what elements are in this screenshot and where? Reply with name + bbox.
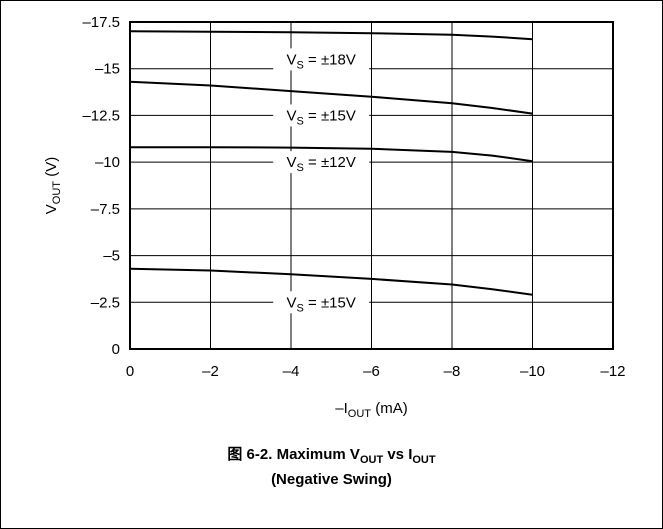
chart: 0 –2 –4 –6 –8 –10 –12 0 –2.5 –5 –7.5 –10 –12.5 –15 –1… — [43, 14, 626, 420]
series-label: VS = ±15V — [286, 107, 355, 127]
y-tick-label: –17.5 — [82, 14, 120, 31]
series-lines — [129, 30, 533, 296]
caption-line-1: 图 6-2. Maximum VOUT vs IOUT — [227, 446, 436, 466]
series-line — [129, 80, 533, 115]
y-tick-label: –15 — [95, 61, 120, 78]
series-label-background — [273, 104, 370, 127]
x-tick-label: –4 — [283, 363, 300, 380]
y-tick-label: –2.5 — [91, 294, 120, 311]
series-line — [129, 30, 533, 41]
y-tick-label: –5 — [103, 248, 120, 265]
y-tick-labels: 0 –2.5 –5 –7.5 –10 –12.5 –15 –17.5 — [82, 14, 120, 358]
x-tick-label: –8 — [444, 363, 461, 380]
y-axis-label: VOUT (V) — [43, 157, 63, 214]
plot-border — [129, 21, 614, 350]
x-tick-label: 0 — [126, 363, 134, 380]
series-label-background — [273, 291, 370, 314]
y-tick-label: –12.5 — [82, 107, 120, 124]
series-label: VS = ±15V — [286, 294, 355, 314]
y-tick-label: –10 — [95, 154, 120, 171]
y-tick-label: 0 — [112, 341, 120, 358]
series-line — [129, 267, 533, 296]
series-label: VS = ±18V — [286, 51, 355, 71]
caption-line-2: (Negative Swing) — [271, 471, 392, 488]
series-label-background — [273, 151, 370, 174]
x-tick-labels: 0 –2 –4 –6 –8 –10 –12 — [126, 363, 626, 380]
y-tick-label: –7.5 — [91, 201, 120, 218]
x-axis-label: –IOUT (mA) — [335, 400, 407, 420]
series-line — [130, 146, 533, 163]
grid-lines — [130, 22, 613, 349]
x-tick-label: –10 — [520, 363, 545, 380]
x-tick-label: –12 — [600, 363, 625, 380]
series-labels: VS = ±18V VS = ±15V VS = ±12V VS = ±15V — [273, 48, 370, 314]
figure-caption: 图 6-2. Maximum VOUT vs IOUT (Negative Sw… — [0, 445, 663, 490]
series-label-background — [273, 48, 370, 71]
x-tick-label: –2 — [202, 363, 219, 380]
x-tick-label: –6 — [363, 363, 380, 380]
series-label: VS = ±12V — [286, 154, 355, 174]
